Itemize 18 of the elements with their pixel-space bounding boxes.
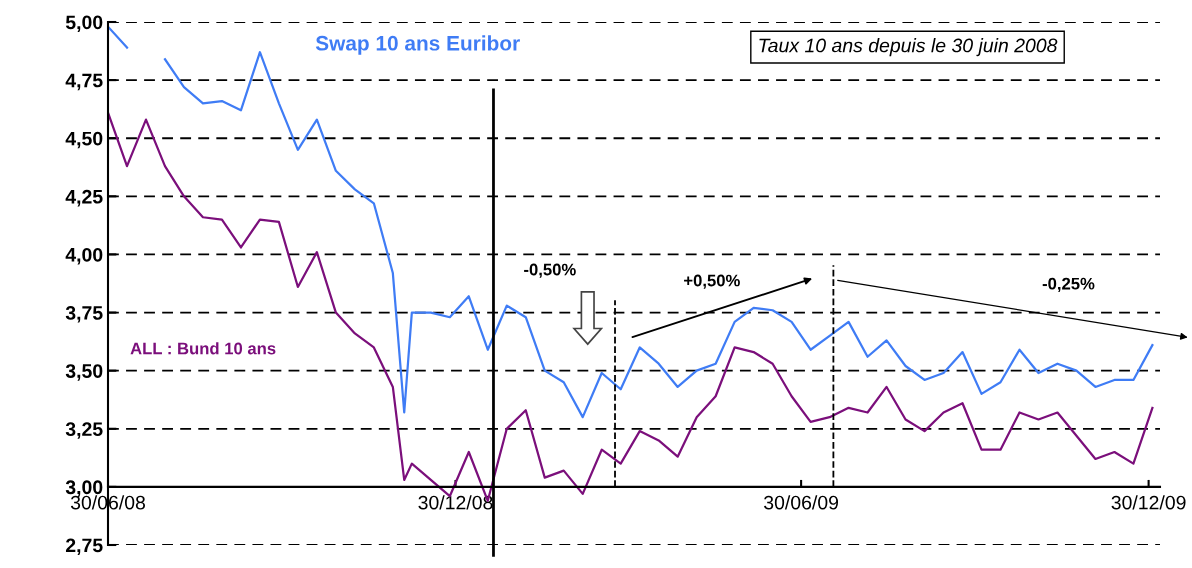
y-tick-label: 4,75	[65, 73, 103, 91]
y-tick-label: 3,50	[65, 364, 103, 381]
annotation: -0,50%	[524, 263, 576, 278]
x-tick-label: 30/06/09	[764, 495, 839, 510]
y-tick-label: 3,00	[65, 480, 103, 497]
y-tick-label: 4,50	[65, 131, 103, 149]
text: ALL : Bund 10 ans	[130, 342, 276, 355]
x-tick-label: 30/12/09	[1111, 495, 1186, 510]
annotation: +0,50%	[684, 274, 740, 289]
y-tick-label: 3,25	[65, 422, 103, 439]
y-tick-label: 4,00	[65, 247, 103, 265]
annotation: -0,25%	[1042, 277, 1095, 292]
text: Taux 10 ans depuis le 30 juin 2008	[759, 38, 1058, 57]
y-tick-label: 2,75	[65, 538, 103, 556]
y-tick-label: 5,00	[65, 15, 103, 33]
y-tick-label: 4,25	[65, 189, 103, 207]
y-tick-label: 3,75	[65, 306, 103, 323]
text: Swap 10 ans Euribor	[315, 35, 520, 55]
